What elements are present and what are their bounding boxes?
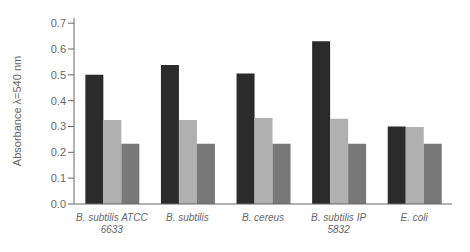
svg-text:Absorbance λ=540 nm: Absorbance λ=540 nm [11,56,23,166]
svg-text:B. subtilis: B. subtilis [166,212,209,223]
svg-text:0.4: 0.4 [51,95,66,107]
svg-text:B. subtilis IP5832: B. subtilis IP5832 [311,212,366,235]
svg-text:B. cereus: B. cereus [242,212,284,223]
svg-text:B. subtilis ATCC6633: B. subtilis ATCC6633 [76,212,148,235]
svg-text:0.6: 0.6 [51,43,66,55]
svg-text:0.2: 0.2 [51,146,66,158]
svg-text:E. coli: E. coli [401,212,429,223]
svg-text:0.0: 0.0 [51,198,66,210]
svg-text:0.3: 0.3 [51,120,66,132]
svg-text:0.7: 0.7 [51,17,66,29]
svg-text:0.1: 0.1 [51,172,66,184]
svg-text:0.5: 0.5 [51,69,66,81]
